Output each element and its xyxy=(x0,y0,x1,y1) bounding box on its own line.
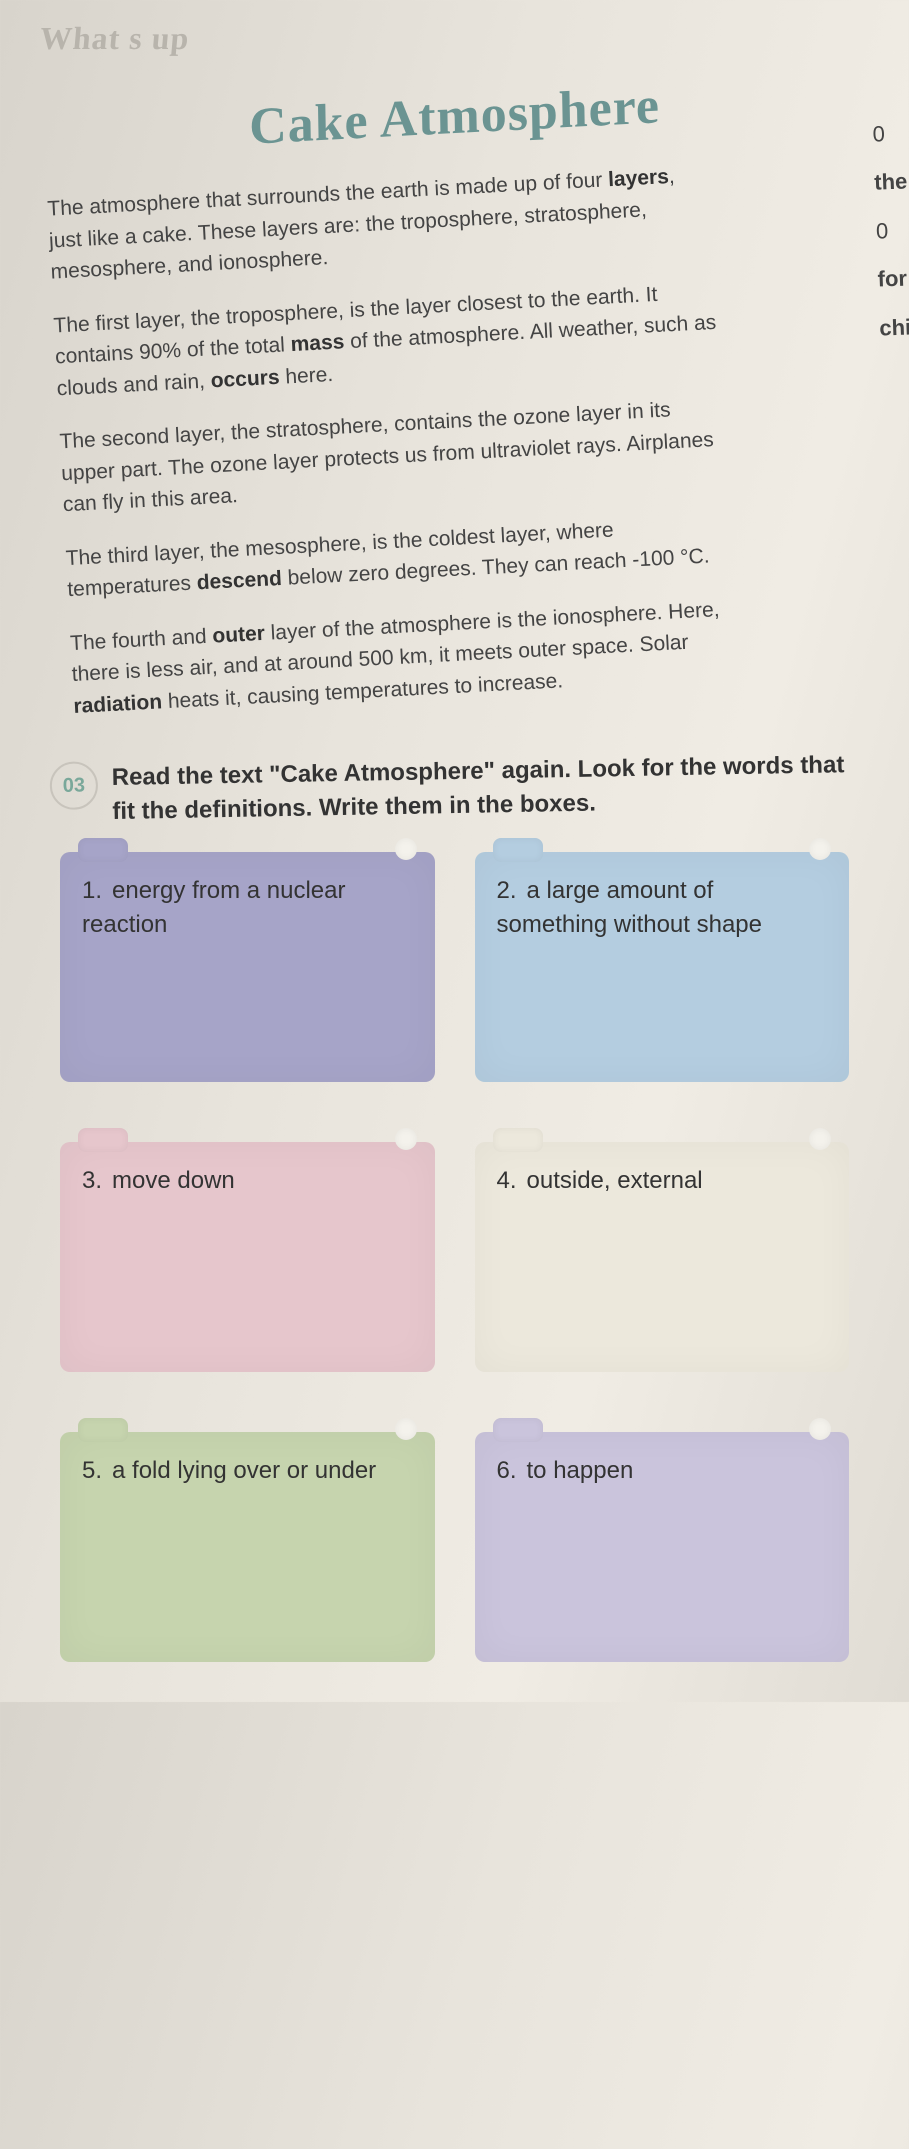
box-dot-icon xyxy=(809,1418,831,1440)
definition-box-6[interactable]: 6.to happen xyxy=(475,1432,850,1662)
paragraph-2: The first layer, the troposphere, is the… xyxy=(53,275,719,404)
box-dot-icon xyxy=(395,838,417,860)
definition-label: 6.to happen xyxy=(497,1454,828,1488)
definition-box-3[interactable]: 3.move down xyxy=(60,1142,435,1372)
exercise-number-badge: 03 xyxy=(49,761,98,810)
box-dot-icon xyxy=(395,1418,417,1440)
exercise-instruction: 03 Read the text "Cake Atmosphere" again… xyxy=(49,748,859,829)
box-dot-icon xyxy=(809,1128,831,1150)
bold-occurs: occurs xyxy=(210,365,280,392)
paragraph-1: The atmosphere that surrounds the earth … xyxy=(47,159,713,288)
definition-box-1[interactable]: 1.energy from a nuclear reaction xyxy=(60,852,435,1082)
side-fragment: 0 xyxy=(875,206,909,256)
box-dot-icon xyxy=(809,838,831,860)
side-fragment: the xyxy=(873,158,908,208)
definition-box-5[interactable]: 5.a fold lying over or under xyxy=(60,1432,435,1662)
paragraph-5: The fourth and outer layer of the atmosp… xyxy=(69,593,735,722)
box-dot-icon xyxy=(395,1128,417,1150)
article-body: The atmosphere that surrounds the earth … xyxy=(47,159,736,722)
definition-box-2[interactable]: 2.a large amount of something without sh… xyxy=(475,852,850,1082)
box-tab-icon xyxy=(78,1418,128,1442)
exercise-instruction-text: Read the text "Cake Atmosphere" again. L… xyxy=(111,748,859,828)
box-tab-icon xyxy=(493,1418,543,1442)
box-tab-icon xyxy=(78,1128,128,1152)
definition-label: 4.outside, external xyxy=(497,1164,828,1198)
definition-boxes-grid: 1.energy from a nuclear reaction 2.a lar… xyxy=(60,852,849,1662)
definition-label: 5.a fold lying over or under xyxy=(82,1454,413,1488)
definition-label: 1.energy from a nuclear reaction xyxy=(82,874,413,941)
side-fragment: 0 xyxy=(872,109,907,159)
bold-layers: layers xyxy=(608,165,670,191)
top-banner: What s up xyxy=(38,20,880,57)
bold-outer: outer xyxy=(212,621,266,647)
side-cut-text: 0 the 0 for chi xyxy=(872,109,909,352)
bold-radiation: radiation xyxy=(73,690,163,718)
definition-label: 2.a large amount of something without sh… xyxy=(497,874,828,941)
page-title: Cake Atmosphere xyxy=(30,65,879,168)
bold-descend: descend xyxy=(196,567,282,594)
bold-mass: mass xyxy=(290,330,345,356)
paragraph-4: The third layer, the mesosphere, is the … xyxy=(65,508,730,606)
side-fragment: for xyxy=(877,255,909,305)
definition-label: 3.move down xyxy=(82,1164,413,1198)
box-tab-icon xyxy=(493,838,543,862)
box-tab-icon xyxy=(78,838,128,862)
paragraph-3: The second layer, the stratosphere, cont… xyxy=(59,392,725,521)
definition-box-4[interactable]: 4.outside, external xyxy=(475,1142,850,1372)
box-tab-icon xyxy=(493,1128,543,1152)
side-fragment: chi xyxy=(879,303,909,353)
